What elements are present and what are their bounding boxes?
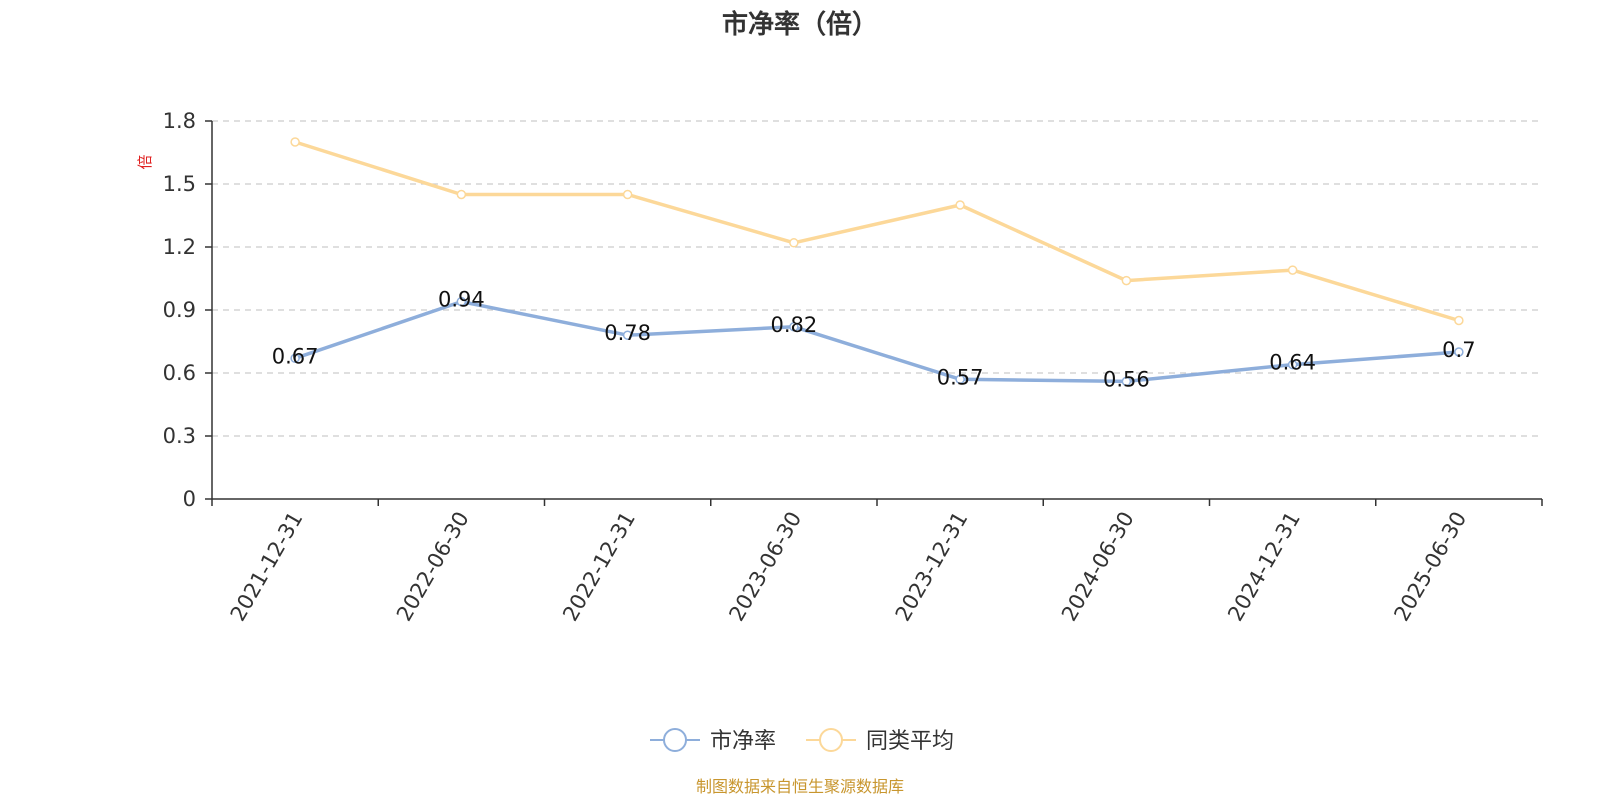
x-tick-label: 2021-12-31 <box>226 508 308 626</box>
data-label: 0.7 <box>1442 338 1475 362</box>
x-tick-label: 2023-06-30 <box>724 508 806 626</box>
data-point <box>789 322 799 332</box>
data-labels: 0.67 0.94 0.78 0.82 0.57 0.56 0.64 0.7 <box>272 288 1476 392</box>
data-point <box>1121 376 1132 387</box>
data-point <box>1454 347 1464 357</box>
data-point <box>1121 275 1132 286</box>
legend-marker <box>663 728 687 752</box>
y-tick-label: 1.5 <box>163 172 196 196</box>
x-tick-label: 2022-06-30 <box>392 508 474 626</box>
series-line <box>294 299 1460 384</box>
y-tick-label: 0.3 <box>163 424 196 448</box>
data-point <box>456 296 467 307</box>
data-label: 0.57 <box>937 365 984 389</box>
data-point <box>456 189 467 200</box>
data-point <box>1454 315 1464 326</box>
series-line <box>294 140 1460 323</box>
x-tick-label: 2025-06-30 <box>1389 508 1471 626</box>
data-point <box>622 330 633 340</box>
y-tick-label: 1.8 <box>163 109 196 133</box>
data-label: 0.78 <box>604 321 651 345</box>
data-point <box>955 374 965 385</box>
legend-label: 同类平均 <box>866 729 954 754</box>
data-point <box>789 238 799 248</box>
y-axis-unit: 倍 <box>136 154 154 169</box>
x-tick-label: 2024-12-31 <box>1223 508 1305 626</box>
chart-title: 市净率（倍） <box>722 9 878 40</box>
x-tick-label: 2024-06-30 <box>1057 508 1139 626</box>
data-point <box>1287 265 1298 275</box>
series-group <box>290 137 1464 387</box>
y-tick-label: 0 <box>183 487 196 511</box>
data-point <box>622 189 633 200</box>
data-label: 0.56 <box>1103 367 1150 391</box>
legend-marker <box>819 728 843 752</box>
axes: 0 0.3 0.6 0.9 1.2 1.5 1.8 2021-12-31 2022-06-30 2… <box>163 109 1543 626</box>
x-tick-label: 2023-12-31 <box>891 508 973 626</box>
legend: 市净率 同类平均 <box>650 728 954 754</box>
y-tick-label: 0.9 <box>163 298 196 322</box>
grid-lines <box>212 120 1542 437</box>
data-source-note: 制图数据来自恒生聚源数据库 <box>696 777 904 796</box>
data-label: 0.82 <box>770 313 817 337</box>
data-point <box>290 353 300 364</box>
x-tick-label: 2022-12-31 <box>558 508 640 626</box>
data-point <box>955 200 965 210</box>
data-point <box>290 137 300 147</box>
data-label: 0.67 <box>272 344 319 368</box>
y-tick-label: 0.6 <box>163 361 196 385</box>
data-label: 0.64 <box>1269 351 1316 375</box>
legend-label: 市净率 <box>710 729 776 754</box>
y-tick-label: 1.2 <box>163 235 196 259</box>
data-label: 0.94 <box>438 288 485 312</box>
data-point <box>1287 359 1298 370</box>
